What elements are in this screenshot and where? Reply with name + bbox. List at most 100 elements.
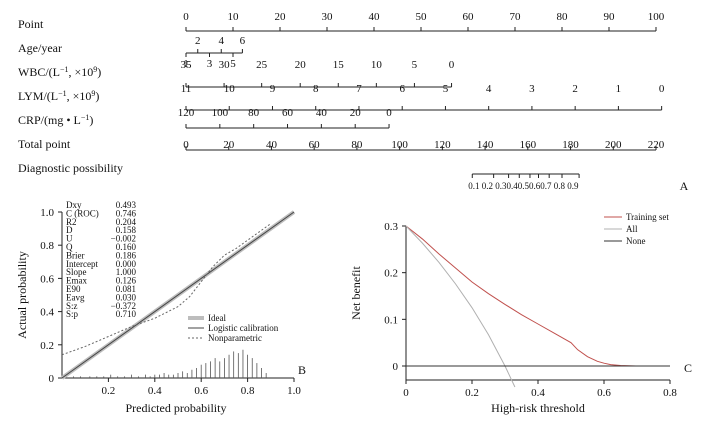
- tick-label: 50: [416, 11, 428, 23]
- tick-label: 90: [604, 11, 616, 23]
- nomogram-panel: Point 0 10 20 30 40 50 60 70 80 90 100Age/year12345…: [18, 11, 689, 193]
- y-tick-label: 0.3: [384, 221, 398, 233]
- tick-label: 5: [230, 58, 236, 70]
- tick-label: 60: [309, 139, 321, 151]
- x-axis-label: Predicted probability: [126, 401, 227, 415]
- stat-value: 0.000: [116, 259, 137, 269]
- tick-label: 10: [371, 59, 383, 71]
- tick-label: 80: [248, 107, 260, 119]
- series-all: [405, 225, 516, 388]
- y-tick-label: 0.2: [40, 340, 54, 352]
- tick-label: 60: [282, 107, 294, 119]
- tick-label: 20: [295, 59, 307, 71]
- tick-label: 35: [181, 59, 193, 71]
- row-label: Total point: [18, 137, 71, 151]
- stat-key: S:p: [66, 309, 79, 319]
- stat-value: −0.372: [111, 301, 136, 311]
- stat-value: 0.493: [116, 200, 137, 210]
- tick-label: 0: [659, 83, 665, 95]
- legend-label: Training set: [626, 212, 669, 222]
- y-tick-label: 0: [393, 361, 399, 373]
- tick-label: 40: [369, 11, 381, 23]
- y-tick-label: 0.1: [384, 314, 398, 326]
- tick-label: 30: [219, 59, 231, 71]
- stat-value: 1.000: [116, 267, 137, 277]
- tick-label: 220: [648, 139, 665, 151]
- decision-curve-panel: 0 0.1 0.2 0.3 0 0.2 0.4 0.6 0.8 High-risk thresho…: [349, 212, 692, 415]
- legend-label: Logistic calibration: [208, 323, 279, 333]
- stat-value: 0.160: [116, 242, 137, 252]
- tick-label: 120: [178, 107, 195, 119]
- stat-value: 0.186: [116, 250, 137, 260]
- tick-label: 200: [605, 139, 622, 151]
- tick-label: 6: [399, 83, 405, 95]
- stat-key: Slope: [66, 267, 87, 277]
- tick-label: 40: [266, 139, 278, 151]
- tick-label: 100: [212, 107, 229, 119]
- tick-label: 2: [572, 83, 578, 95]
- logistic-line: [61, 211, 295, 379]
- stat-value: 0.081: [116, 284, 136, 294]
- tick-label: 6: [240, 35, 246, 47]
- legend-label: Nonparametric: [208, 333, 262, 343]
- calibration-panel: 0 0.2 0.4 0.6 0.8 1.0 0.2 0.4 0.6 0.8 1.0 Predicted…: [15, 200, 306, 415]
- stat-value: −0.002: [111, 234, 136, 244]
- stat-value: 0.030: [116, 292, 137, 302]
- tick-label: 100: [391, 139, 408, 151]
- tick-label: 8: [313, 83, 319, 95]
- legend-label: Ideal: [208, 313, 226, 323]
- y-axis-label: Actual probability: [15, 251, 29, 339]
- tick-label: 10: [224, 83, 236, 95]
- stat-key: D: [66, 225, 73, 235]
- tick-label: 40: [316, 107, 328, 119]
- stat-key: C (ROC): [66, 208, 99, 218]
- tick-label: 80: [351, 139, 363, 151]
- x-tick-label: 0.6: [597, 387, 611, 399]
- tick-label: 3: [207, 58, 213, 70]
- x-tick-label: 0.2: [465, 387, 479, 399]
- stat-key: U: [66, 234, 73, 244]
- tick-label: 60: [463, 11, 475, 23]
- stat-key: Eavg: [66, 292, 85, 302]
- stat-value: 0.126: [116, 276, 137, 286]
- tick-label: 9: [270, 83, 276, 95]
- legend-label: All: [626, 224, 638, 234]
- y-tick-label: 0: [49, 373, 55, 385]
- x-tick-label: 0: [403, 387, 409, 399]
- tick-label: 0: [386, 107, 392, 119]
- tick-label: 11: [181, 83, 192, 95]
- y-tick-label: 0.2: [384, 268, 398, 280]
- tick-label: 10: [228, 11, 240, 23]
- stat-key: Q: [66, 242, 73, 252]
- stat-key: Brier: [66, 250, 85, 260]
- panel-label-b: B: [298, 363, 306, 377]
- tick-label: 4: [219, 35, 225, 47]
- tick-label: 1: [616, 83, 622, 95]
- panel-label-c: C: [684, 361, 692, 375]
- tick-label: 160: [520, 139, 537, 151]
- panel-label-a: A: [680, 179, 689, 193]
- tick-label: 7: [356, 83, 362, 95]
- stat-value: 0.746: [116, 208, 137, 218]
- prob-tick-labels: 0.1 0.2 0.30.40.50.60.7 0.8 0.9: [468, 181, 579, 191]
- y-tick-label: 1.0: [40, 207, 54, 219]
- x-tick-label: 1.0: [287, 385, 301, 397]
- stat-key: R2: [66, 217, 77, 227]
- tick-label: 0: [449, 59, 455, 71]
- tick-label: 0: [183, 11, 189, 23]
- y-tick-label: 0.4: [40, 307, 54, 319]
- x-tick-label: 0.8: [241, 385, 255, 397]
- stat-key: Emax: [66, 276, 87, 286]
- tick-label: 20: [350, 107, 362, 119]
- stat-value: 0.710: [116, 309, 137, 319]
- tick-label: 3: [529, 83, 535, 95]
- tick-label: 30: [322, 11, 334, 23]
- row-label: CRP/(mg • L−1): [18, 113, 93, 128]
- y-tick-label: 0.6: [40, 273, 54, 285]
- row-label: Age/year: [18, 41, 62, 55]
- tick-label: 5: [443, 83, 449, 95]
- x-tick-label: 0.8: [663, 387, 677, 399]
- x-tick-label: 0.2: [102, 385, 116, 397]
- stat-key: S:z: [66, 301, 78, 311]
